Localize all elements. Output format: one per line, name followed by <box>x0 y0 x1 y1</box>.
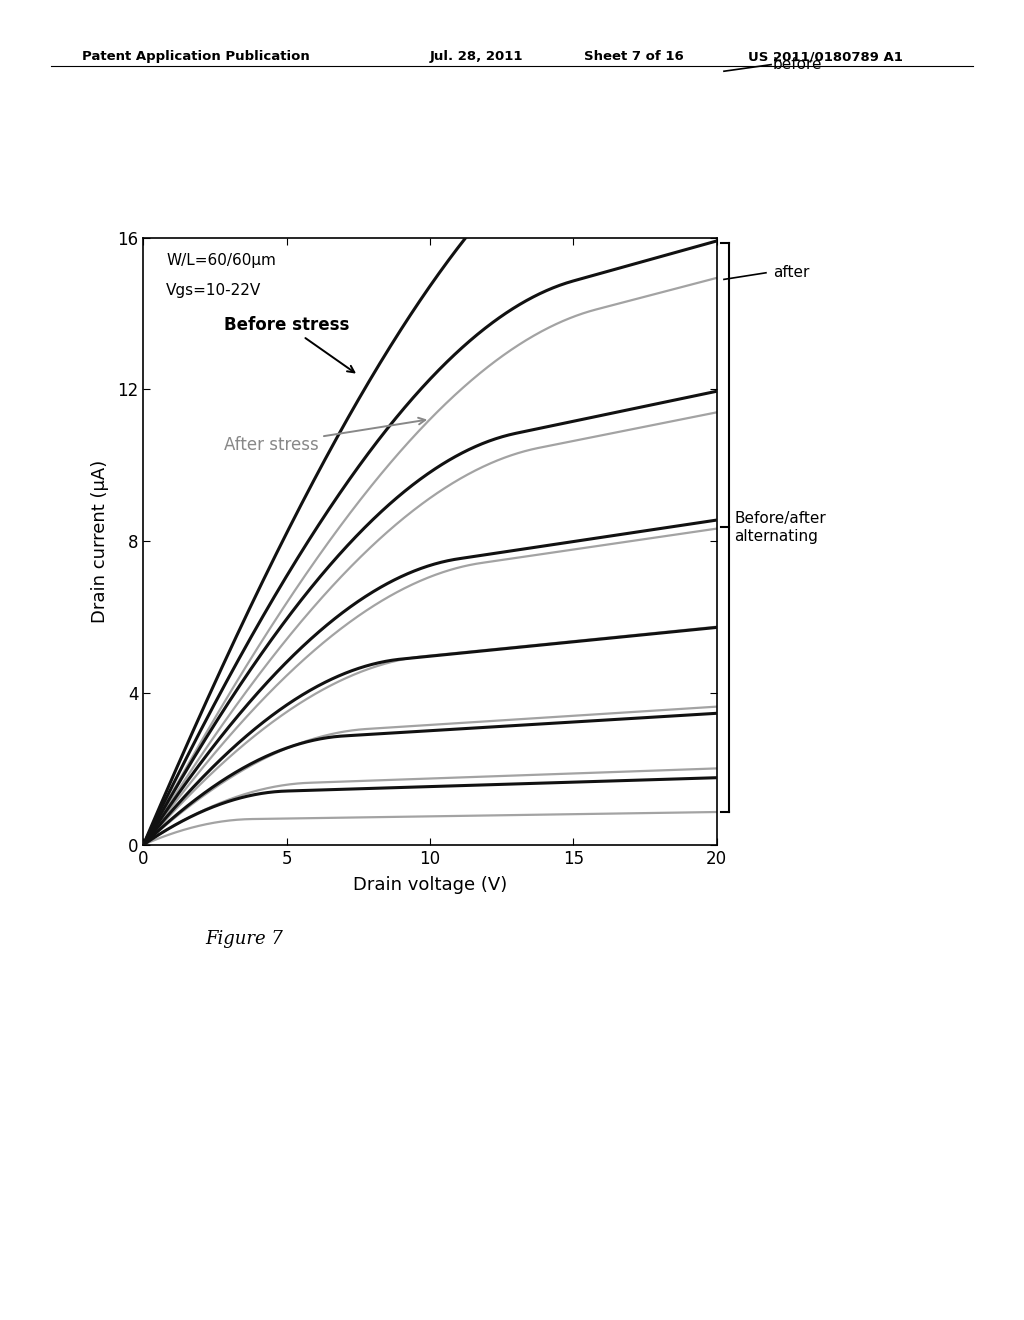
Text: Vgs=10-22V: Vgs=10-22V <box>166 282 261 298</box>
Text: Before stress: Before stress <box>223 315 354 372</box>
Text: After stress: After stress <box>223 417 425 454</box>
Text: W/L=60/60μm: W/L=60/60μm <box>166 253 276 268</box>
Text: after: after <box>773 265 810 280</box>
Text: Jul. 28, 2011: Jul. 28, 2011 <box>430 50 523 63</box>
Text: US 2011/0180789 A1: US 2011/0180789 A1 <box>748 50 902 63</box>
X-axis label: Drain voltage (V): Drain voltage (V) <box>353 876 507 894</box>
Text: Patent Application Publication: Patent Application Publication <box>82 50 309 63</box>
Text: Sheet 7 of 16: Sheet 7 of 16 <box>584 50 683 63</box>
Text: Before/after
alternating: Before/after alternating <box>734 511 826 544</box>
Y-axis label: Drain current (μA): Drain current (μA) <box>91 459 109 623</box>
Text: before: before <box>773 57 822 73</box>
Text: Figure 7: Figure 7 <box>205 929 283 948</box>
